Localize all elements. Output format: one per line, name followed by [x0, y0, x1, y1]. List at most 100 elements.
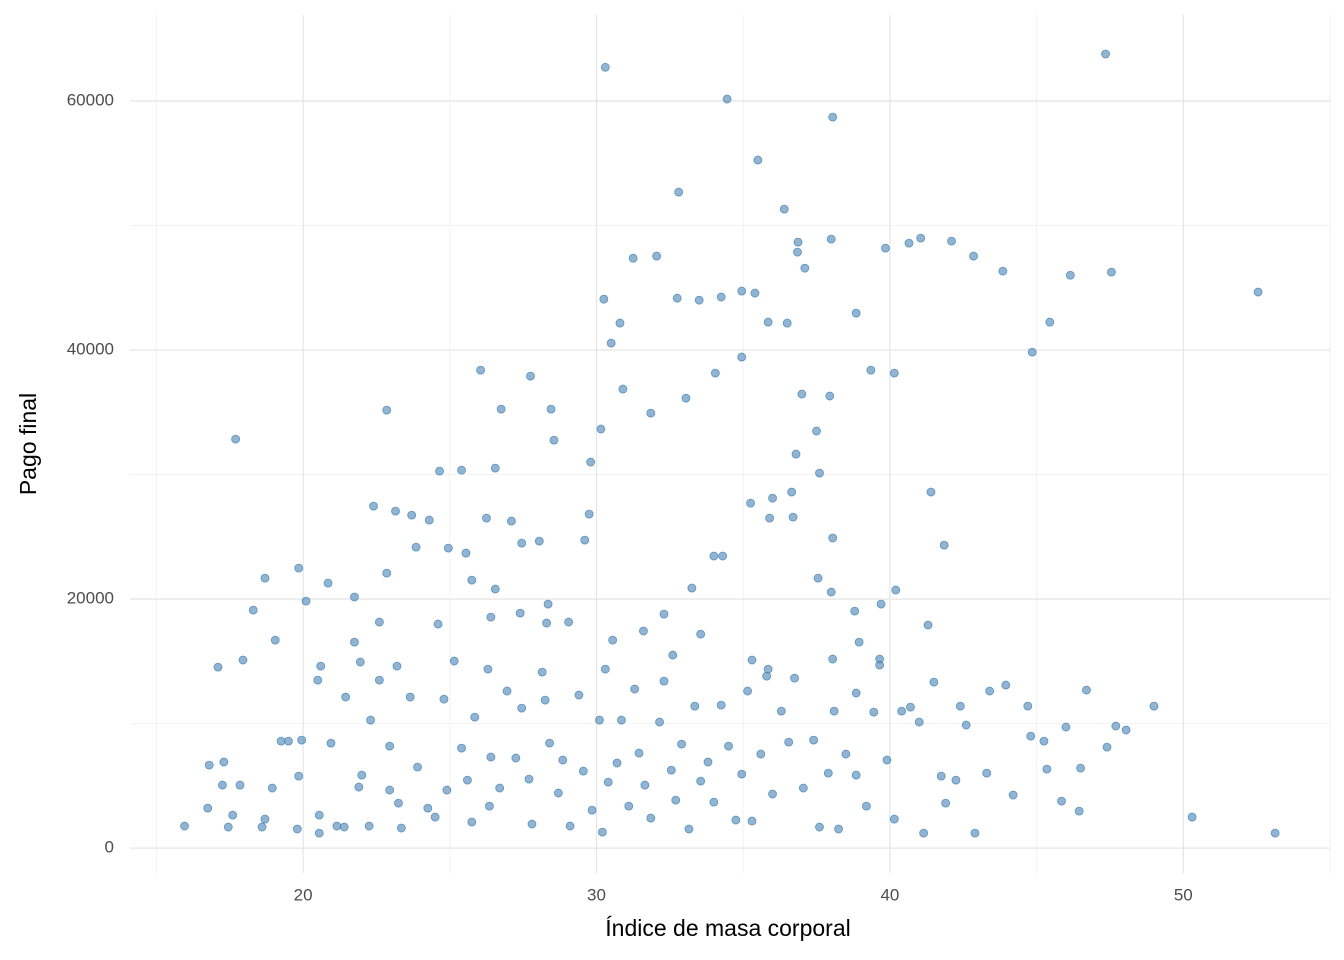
x-tick-label: 30	[587, 885, 606, 904]
point	[600, 62, 610, 72]
point	[490, 463, 500, 473]
point	[970, 828, 980, 838]
point	[813, 573, 823, 583]
point	[558, 755, 568, 765]
point	[652, 251, 662, 261]
point	[854, 637, 864, 647]
point	[1253, 287, 1263, 297]
point	[828, 533, 838, 543]
point	[1027, 347, 1037, 357]
point	[834, 824, 843, 834]
point	[1076, 763, 1086, 773]
point	[955, 701, 965, 711]
point	[829, 706, 839, 716]
point	[391, 506, 400, 516]
y-tick-label: 20000	[67, 589, 114, 608]
point	[476, 365, 486, 375]
point	[537, 667, 547, 677]
y-tick-label: 0	[105, 838, 114, 857]
point	[1121, 725, 1131, 735]
point	[797, 389, 807, 399]
point	[574, 690, 584, 700]
point	[731, 815, 741, 825]
point	[350, 637, 359, 647]
point	[511, 753, 521, 763]
point	[998, 266, 1008, 276]
point	[449, 656, 459, 666]
point	[674, 187, 684, 197]
point	[292, 824, 302, 834]
point	[301, 596, 311, 606]
point	[223, 822, 233, 832]
point	[385, 741, 395, 751]
point	[776, 706, 786, 716]
point	[639, 626, 648, 636]
point	[235, 780, 245, 790]
point	[369, 501, 378, 511]
point	[947, 236, 956, 246]
point	[314, 828, 324, 838]
point	[267, 783, 277, 793]
x-tick-label: 20	[294, 885, 313, 904]
point	[866, 365, 876, 375]
point	[597, 827, 607, 837]
point	[413, 762, 422, 772]
point	[595, 715, 604, 725]
point	[228, 810, 238, 820]
point	[914, 717, 924, 727]
point	[659, 676, 669, 686]
point	[354, 782, 364, 792]
point	[765, 513, 775, 523]
point	[724, 741, 733, 751]
point	[694, 295, 704, 305]
point	[875, 660, 885, 670]
point	[357, 770, 367, 780]
point	[628, 253, 638, 263]
point	[889, 814, 899, 824]
point	[442, 785, 452, 795]
y-tick-label: 60000	[67, 90, 114, 109]
point	[257, 822, 267, 832]
point	[889, 368, 899, 378]
point	[617, 715, 626, 725]
point	[716, 700, 726, 710]
point	[904, 238, 914, 248]
point	[496, 404, 506, 414]
point	[543, 599, 553, 609]
point	[1057, 796, 1066, 806]
point	[584, 509, 594, 519]
point	[703, 757, 713, 767]
point	[1042, 764, 1052, 774]
point	[906, 702, 915, 712]
point	[297, 735, 307, 745]
point	[1074, 806, 1084, 816]
point	[668, 650, 678, 660]
point	[482, 513, 491, 523]
point	[1026, 731, 1036, 741]
point	[284, 736, 293, 746]
point	[366, 715, 375, 725]
point	[1149, 701, 1159, 711]
point	[248, 605, 258, 615]
point	[747, 655, 757, 665]
point	[919, 828, 929, 838]
point	[788, 512, 798, 522]
point	[722, 94, 732, 104]
point	[486, 612, 496, 622]
point	[791, 449, 801, 459]
point	[710, 368, 720, 378]
point	[218, 780, 227, 790]
point	[606, 338, 616, 348]
point	[596, 424, 606, 434]
point	[815, 468, 824, 478]
point	[578, 766, 588, 776]
point	[615, 318, 625, 328]
point	[424, 515, 434, 525]
point	[716, 292, 726, 302]
point	[655, 717, 664, 727]
y-tick-label: 40000	[67, 339, 114, 358]
point	[260, 573, 270, 583]
point	[746, 498, 755, 508]
point	[961, 720, 971, 730]
